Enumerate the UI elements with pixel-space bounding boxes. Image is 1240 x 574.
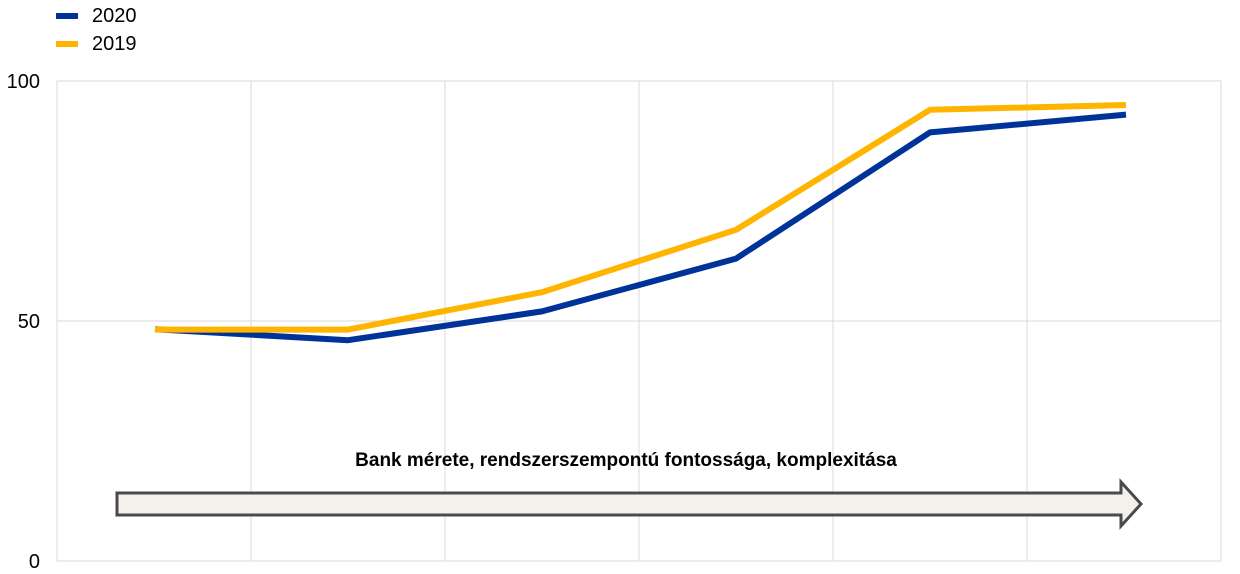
grid-lines — [56, 80, 1222, 562]
legend-swatch-2019 — [56, 41, 78, 47]
legend-label-2020: 2020 — [92, 4, 137, 27]
y-tick-label: 0 — [29, 551, 40, 573]
annotation-label: Bank mérete, rendszerszempontú fontosság… — [355, 450, 897, 471]
y-tick-label: 50 — [18, 311, 40, 333]
y-axis-ticks: 0 50 100 — [7, 71, 40, 573]
legend-item-2020: 2020 — [56, 2, 137, 30]
series-line-2019 — [155, 102, 1127, 333]
size-arrow-shape — [115, 478, 1144, 530]
legend-item-2019: 2019 — [56, 30, 137, 58]
legend: 2020 2019 — [56, 2, 137, 58]
legend-label-2019: 2019 — [92, 32, 137, 55]
series-lines — [154, 102, 1127, 344]
size-arrow — [115, 478, 1144, 530]
y-tick-label: 100 — [7, 71, 40, 93]
series-line-2020 — [154, 111, 1127, 344]
legend-swatch-2020 — [56, 13, 78, 19]
